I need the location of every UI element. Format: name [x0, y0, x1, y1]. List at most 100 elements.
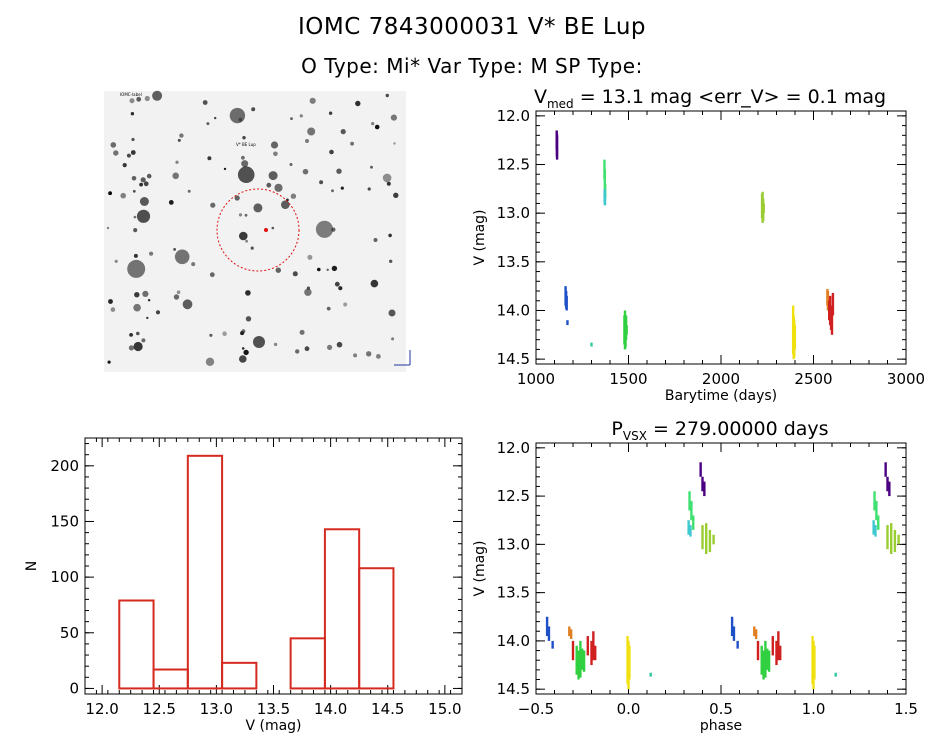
- finder-star: [140, 177, 146, 183]
- finder-star: [268, 171, 278, 181]
- finder-star: [241, 347, 245, 350]
- data-point: [625, 325, 628, 335]
- x-tick-label: 2000: [702, 370, 740, 388]
- finder-star: [139, 182, 144, 187]
- finder-star: [206, 122, 210, 126]
- finder-star: [340, 186, 344, 190]
- x-tick-label: 1000: [517, 370, 555, 388]
- finder-star: [136, 96, 142, 102]
- y-tick-label: 12.5: [497, 156, 530, 174]
- finder-star: [389, 259, 393, 263]
- finder-star: [299, 114, 303, 118]
- finder-star: [274, 183, 283, 192]
- finder-star: [327, 344, 333, 350]
- finder-star: [229, 107, 246, 124]
- finder-corner-label: IOMC-label: [120, 92, 142, 97]
- y-tick-label: 150: [50, 512, 79, 530]
- y-tick-label: 200: [50, 457, 79, 475]
- finder-star: [386, 181, 391, 186]
- finder-star: [336, 168, 342, 174]
- data-point: [767, 650, 771, 672]
- y-tick-label: 12.5: [497, 487, 530, 505]
- finder-star: [175, 160, 179, 164]
- finder-star: [172, 172, 179, 180]
- finder-star: [245, 290, 251, 296]
- finder-star: [253, 336, 265, 348]
- histogram-bar: [186, 454, 224, 690]
- finder-star: [128, 345, 134, 351]
- finder-star: [173, 248, 177, 251]
- finder-star: [326, 268, 329, 271]
- finder-star: [307, 254, 313, 260]
- finder-star: [238, 213, 243, 217]
- finder-star: [143, 181, 149, 187]
- finder-background: [104, 91, 406, 372]
- chart-title: IOMC 7843000031 V* BE Lup: [298, 14, 646, 40]
- x-tick-label: 13.5: [257, 700, 290, 718]
- finder-star: [382, 173, 392, 183]
- data-point: [689, 525, 692, 537]
- data-point: [628, 645, 631, 680]
- data-point: [699, 462, 702, 477]
- data-point: [569, 629, 573, 639]
- data-point: [760, 645, 763, 675]
- finder-star: [290, 193, 297, 199]
- finder-star: [307, 127, 316, 136]
- data-point: [571, 640, 575, 661]
- data-point: [877, 515, 880, 530]
- finder-star: [241, 155, 245, 160]
- finder-star: [136, 209, 151, 223]
- finder-star: [239, 355, 247, 363]
- x-tick-label: 12.5: [143, 700, 176, 718]
- finder-star: [371, 122, 375, 126]
- data-point: [586, 636, 589, 656]
- finder-star: [271, 226, 275, 230]
- finder-star: [134, 292, 140, 298]
- y-tick-label: 12.0: [497, 439, 530, 457]
- finder-star: [108, 191, 112, 196]
- x-tick-label: 1.5: [894, 700, 918, 718]
- finder-star: [234, 195, 240, 201]
- data-point: [831, 292, 835, 316]
- finder-star: [242, 136, 246, 140]
- data-point: [575, 645, 578, 675]
- data-point: [753, 626, 756, 637]
- data-point: [712, 534, 715, 545]
- finder-star: [202, 100, 208, 105]
- data-point: [566, 320, 569, 326]
- finder-star: [191, 262, 196, 267]
- finder-star: [270, 141, 279, 149]
- x-tick-label: 14.5: [371, 700, 404, 718]
- finder-star: [131, 137, 135, 142]
- data-point: [701, 476, 704, 492]
- finder-star: [305, 139, 309, 143]
- finder-star: [149, 251, 154, 256]
- finder-star: [370, 165, 373, 169]
- finder-star: [182, 299, 193, 310]
- finder-star: [214, 116, 217, 120]
- y-tick-label: 14.0: [497, 301, 530, 319]
- data-point: [884, 462, 887, 477]
- finder-star: [179, 133, 184, 138]
- data-point: [565, 295, 568, 311]
- y-tick-label: 12.0: [497, 107, 530, 125]
- data-point: [692, 515, 695, 530]
- finder-star: [127, 259, 146, 278]
- data-point: [708, 529, 712, 553]
- x-axis-label: Barytime (days): [665, 388, 777, 404]
- finder-star: [315, 220, 334, 238]
- y-tick-label: 13.5: [497, 253, 530, 271]
- finder-star: [133, 341, 143, 352]
- chart-subtitle: O Type: Mi* Var Type: M SP Type:: [301, 54, 643, 78]
- data-point: [830, 310, 834, 335]
- finder-star: [292, 271, 298, 277]
- finder-star: [131, 176, 137, 181]
- finder-star: [133, 228, 138, 233]
- finder-star: [385, 93, 389, 98]
- finder-star: [141, 338, 146, 343]
- finder-star: [237, 166, 255, 183]
- finder-star: [309, 97, 316, 104]
- y-tick-label: 0: [69, 679, 79, 697]
- finder-star: [245, 239, 249, 243]
